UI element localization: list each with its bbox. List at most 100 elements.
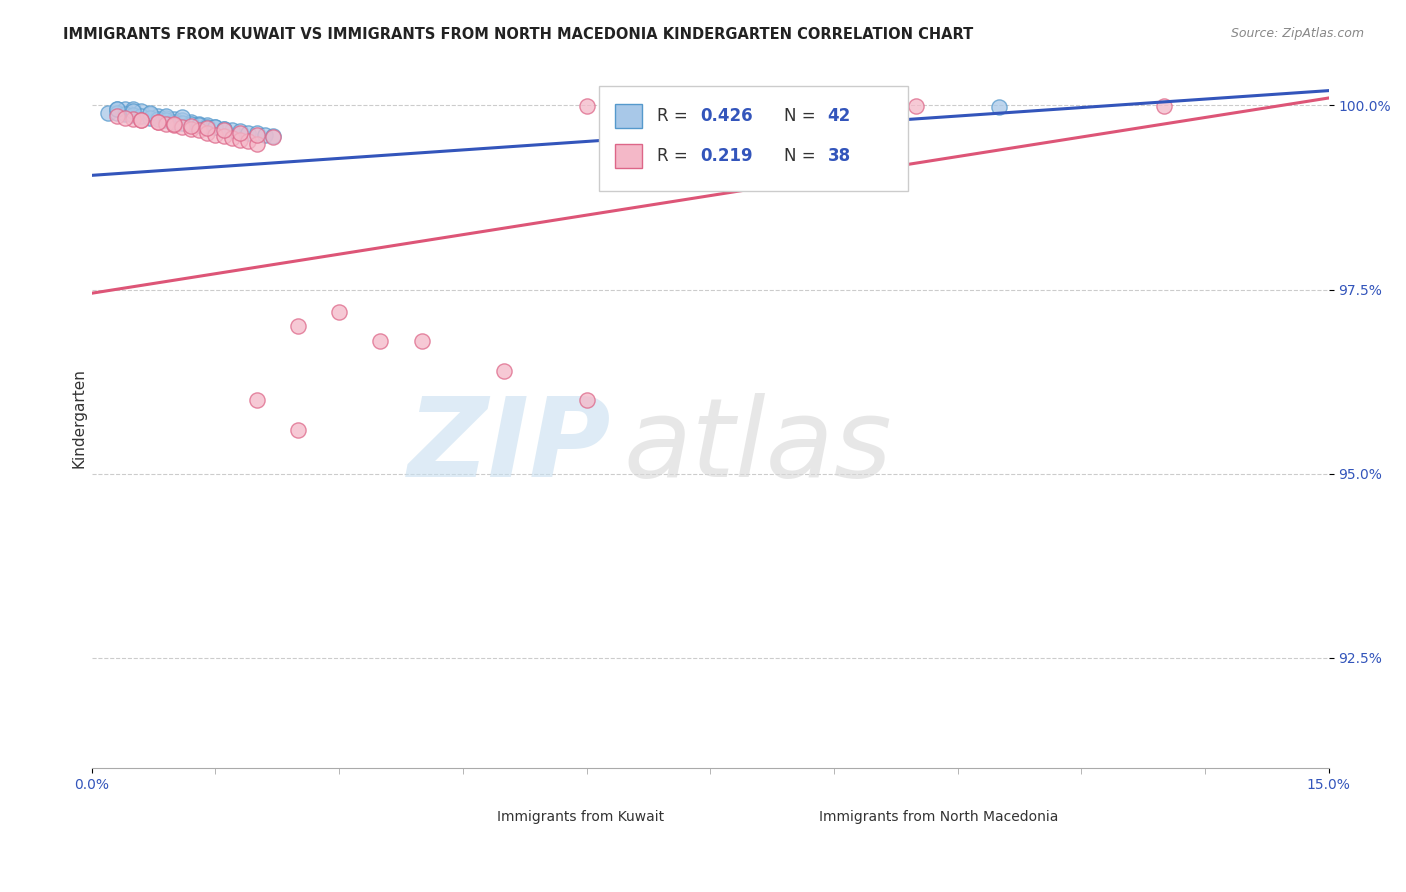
Point bbox=[262, 129, 284, 144]
Text: R =: R = bbox=[657, 147, 693, 165]
Point bbox=[172, 110, 194, 124]
Point bbox=[122, 104, 145, 119]
Point bbox=[238, 135, 260, 149]
Text: Source: ZipAtlas.com: Source: ZipAtlas.com bbox=[1230, 27, 1364, 40]
Point bbox=[163, 114, 186, 128]
Point bbox=[146, 114, 169, 128]
FancyBboxPatch shape bbox=[614, 103, 643, 128]
FancyBboxPatch shape bbox=[614, 144, 643, 169]
Point bbox=[411, 334, 433, 348]
Point bbox=[138, 111, 160, 125]
Point bbox=[122, 108, 145, 122]
Point bbox=[328, 304, 350, 318]
Text: atlas: atlas bbox=[624, 393, 893, 500]
Point bbox=[212, 129, 235, 144]
Point bbox=[204, 128, 226, 142]
Point bbox=[163, 117, 186, 131]
FancyBboxPatch shape bbox=[785, 807, 807, 827]
Point bbox=[195, 120, 218, 134]
Text: 42: 42 bbox=[828, 107, 851, 125]
Point bbox=[188, 123, 211, 137]
Point bbox=[229, 124, 252, 138]
Point bbox=[180, 122, 202, 136]
Point bbox=[1153, 99, 1175, 113]
Point bbox=[494, 363, 516, 377]
Point bbox=[155, 109, 177, 123]
Point bbox=[146, 114, 169, 128]
Text: 38: 38 bbox=[828, 147, 851, 165]
Point bbox=[740, 99, 762, 113]
Point bbox=[188, 117, 211, 131]
Point bbox=[172, 113, 194, 128]
Point bbox=[155, 117, 177, 131]
Point bbox=[287, 423, 309, 437]
Point bbox=[138, 106, 160, 120]
Text: Immigrants from Kuwait: Immigrants from Kuwait bbox=[498, 811, 665, 824]
Point bbox=[129, 110, 152, 124]
Point bbox=[204, 120, 226, 135]
Text: ZIP: ZIP bbox=[408, 393, 612, 500]
Point bbox=[246, 128, 269, 142]
Point bbox=[105, 102, 128, 116]
Point bbox=[575, 99, 598, 113]
Point bbox=[195, 126, 218, 140]
Point bbox=[212, 122, 235, 136]
Point bbox=[212, 122, 235, 136]
Point bbox=[114, 111, 136, 125]
Point bbox=[221, 123, 243, 137]
Text: IMMIGRANTS FROM KUWAIT VS IMMIGRANTS FROM NORTH MACEDONIA KINDERGARTEN CORRELATI: IMMIGRANTS FROM KUWAIT VS IMMIGRANTS FRO… bbox=[63, 27, 973, 42]
Point bbox=[105, 102, 128, 116]
Point bbox=[238, 126, 260, 140]
Point bbox=[163, 118, 186, 132]
Point bbox=[105, 110, 128, 124]
Point bbox=[246, 136, 269, 151]
Point bbox=[246, 126, 269, 140]
Text: 0.426: 0.426 bbox=[700, 107, 754, 125]
Point bbox=[262, 130, 284, 145]
Text: 0.219: 0.219 bbox=[700, 147, 754, 165]
Point bbox=[575, 392, 598, 407]
Point bbox=[146, 110, 169, 124]
Point bbox=[172, 120, 194, 135]
Point bbox=[155, 111, 177, 125]
Point bbox=[229, 126, 252, 140]
Point bbox=[155, 113, 177, 128]
Point bbox=[253, 128, 276, 142]
Text: R =: R = bbox=[657, 107, 693, 125]
FancyBboxPatch shape bbox=[599, 86, 908, 191]
Point bbox=[987, 100, 1010, 114]
Point bbox=[180, 119, 202, 133]
Point bbox=[229, 133, 252, 147]
Point bbox=[129, 104, 152, 119]
Text: Immigrants from North Macedonia: Immigrants from North Macedonia bbox=[820, 811, 1059, 824]
Point bbox=[129, 113, 152, 128]
Point bbox=[823, 100, 845, 114]
Point bbox=[97, 105, 120, 120]
Point bbox=[370, 334, 392, 348]
Point bbox=[221, 130, 243, 145]
Point bbox=[905, 99, 928, 113]
Point bbox=[172, 116, 194, 130]
Point bbox=[188, 118, 211, 132]
Point bbox=[105, 105, 128, 120]
Text: N =: N = bbox=[785, 147, 821, 165]
Text: N =: N = bbox=[785, 107, 821, 125]
Y-axis label: Kindergarten: Kindergarten bbox=[72, 368, 86, 468]
Point bbox=[180, 117, 202, 131]
Point bbox=[146, 112, 169, 126]
Point bbox=[180, 114, 202, 128]
Point bbox=[138, 107, 160, 121]
Point bbox=[122, 112, 145, 126]
Point bbox=[246, 392, 269, 407]
Point bbox=[122, 102, 145, 116]
Point bbox=[114, 102, 136, 116]
FancyBboxPatch shape bbox=[463, 807, 485, 827]
Point bbox=[114, 107, 136, 121]
Point bbox=[195, 118, 218, 132]
Point bbox=[212, 123, 235, 137]
Point bbox=[195, 121, 218, 136]
Point bbox=[163, 112, 186, 126]
Point bbox=[287, 319, 309, 334]
Point bbox=[129, 113, 152, 128]
Point bbox=[204, 120, 226, 135]
